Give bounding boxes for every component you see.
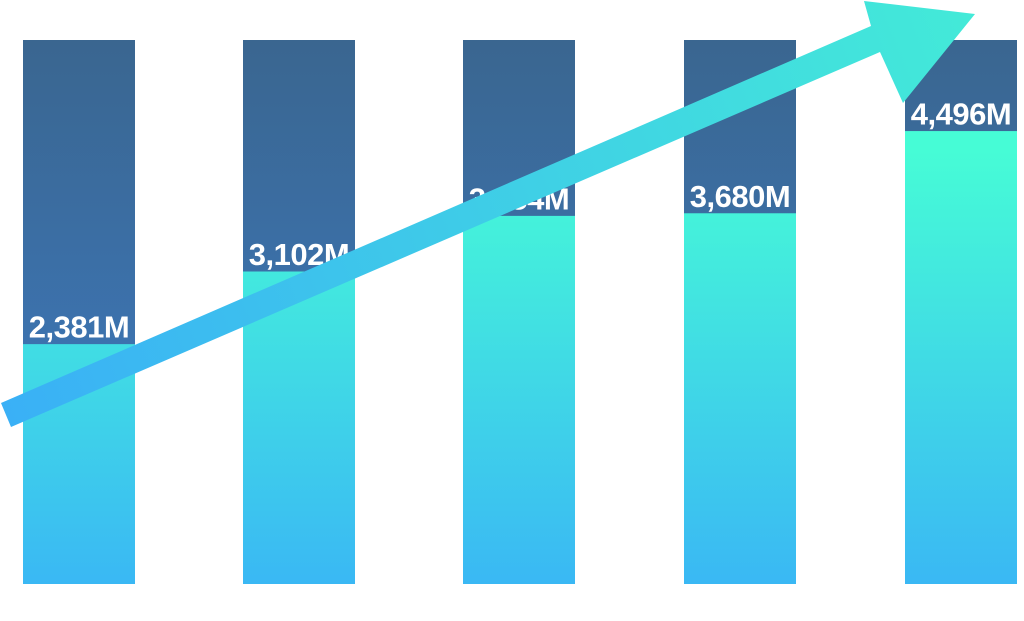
bar-2: [243, 271, 355, 584]
bar-5: [905, 131, 1017, 584]
data-label-1: 2,381M: [29, 310, 129, 345]
bars: [23, 131, 1017, 585]
bar-4: [684, 213, 796, 584]
data-label-5: 4,496M: [911, 97, 1011, 132]
data-label-4: 3,680M: [690, 179, 790, 214]
bar-3: [463, 215, 575, 585]
trend-arrow: [1, 1, 975, 427]
